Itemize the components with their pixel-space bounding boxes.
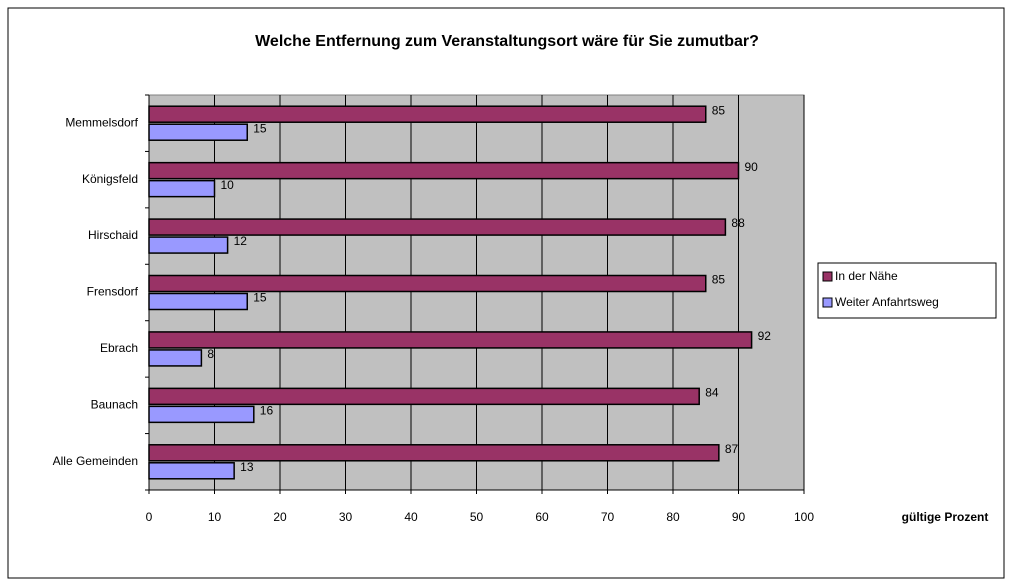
data-label: 16 [260, 404, 274, 418]
y-tick-label: Hirschaid [88, 228, 138, 242]
x-tick-label: 80 [666, 510, 680, 524]
x-tick-label: 100 [794, 510, 814, 524]
bar [148, 387, 700, 406]
data-label: 13 [240, 460, 254, 474]
x-tick-label: 70 [601, 510, 615, 524]
bar [148, 462, 235, 480]
x-axis-label: gültige Prozent [902, 510, 989, 524]
data-label: 8 [207, 347, 214, 361]
bar [148, 331, 753, 349]
legend-label: In der Nähe [835, 269, 898, 283]
y-tick-label: Ebrach [100, 341, 138, 355]
legend-swatch [822, 271, 833, 282]
data-label: 85 [712, 103, 726, 117]
y-tick-label: Baunach [91, 398, 138, 412]
x-tick-label: 20 [273, 510, 287, 524]
data-label: 92 [758, 329, 772, 343]
bar [148, 105, 707, 123]
bar [148, 179, 216, 198]
x-tick-label: 0 [146, 510, 153, 524]
bar [148, 236, 229, 254]
data-label: 15 [253, 121, 267, 135]
legend-box [817, 262, 997, 319]
data-label: 84 [705, 386, 719, 400]
data-label: 85 [712, 273, 726, 287]
x-tick-label: 30 [339, 510, 353, 524]
bar [148, 218, 727, 236]
bar [148, 405, 255, 424]
legend-label: Weiter Anfahrtsweg [835, 295, 939, 309]
bar [148, 444, 720, 462]
data-label: 10 [221, 178, 235, 192]
bar [148, 292, 248, 311]
x-tick-label: 60 [535, 510, 549, 524]
y-tick-label: Königsfeld [82, 172, 138, 186]
data-label: 15 [253, 291, 267, 305]
data-label: 88 [731, 216, 745, 230]
bar [148, 274, 707, 293]
bar [148, 123, 248, 141]
x-tick-label: 40 [404, 510, 418, 524]
x-tick-label: 90 [732, 510, 746, 524]
data-label: 90 [745, 160, 759, 174]
bar [148, 161, 740, 180]
chart-title: Welche Entfernung zum Veranstaltungsort … [255, 33, 759, 50]
data-label: 87 [725, 442, 739, 456]
x-tick-label: 50 [470, 510, 484, 524]
bar [148, 349, 203, 367]
x-tick-label: 10 [208, 510, 222, 524]
legend-swatch [822, 297, 833, 308]
y-tick-label: Memmelsdorf [65, 115, 138, 129]
y-tick-label: Frensdorf [87, 285, 139, 299]
data-label: 12 [234, 234, 248, 248]
y-tick-label: Alle Gemeinden [53, 454, 138, 468]
